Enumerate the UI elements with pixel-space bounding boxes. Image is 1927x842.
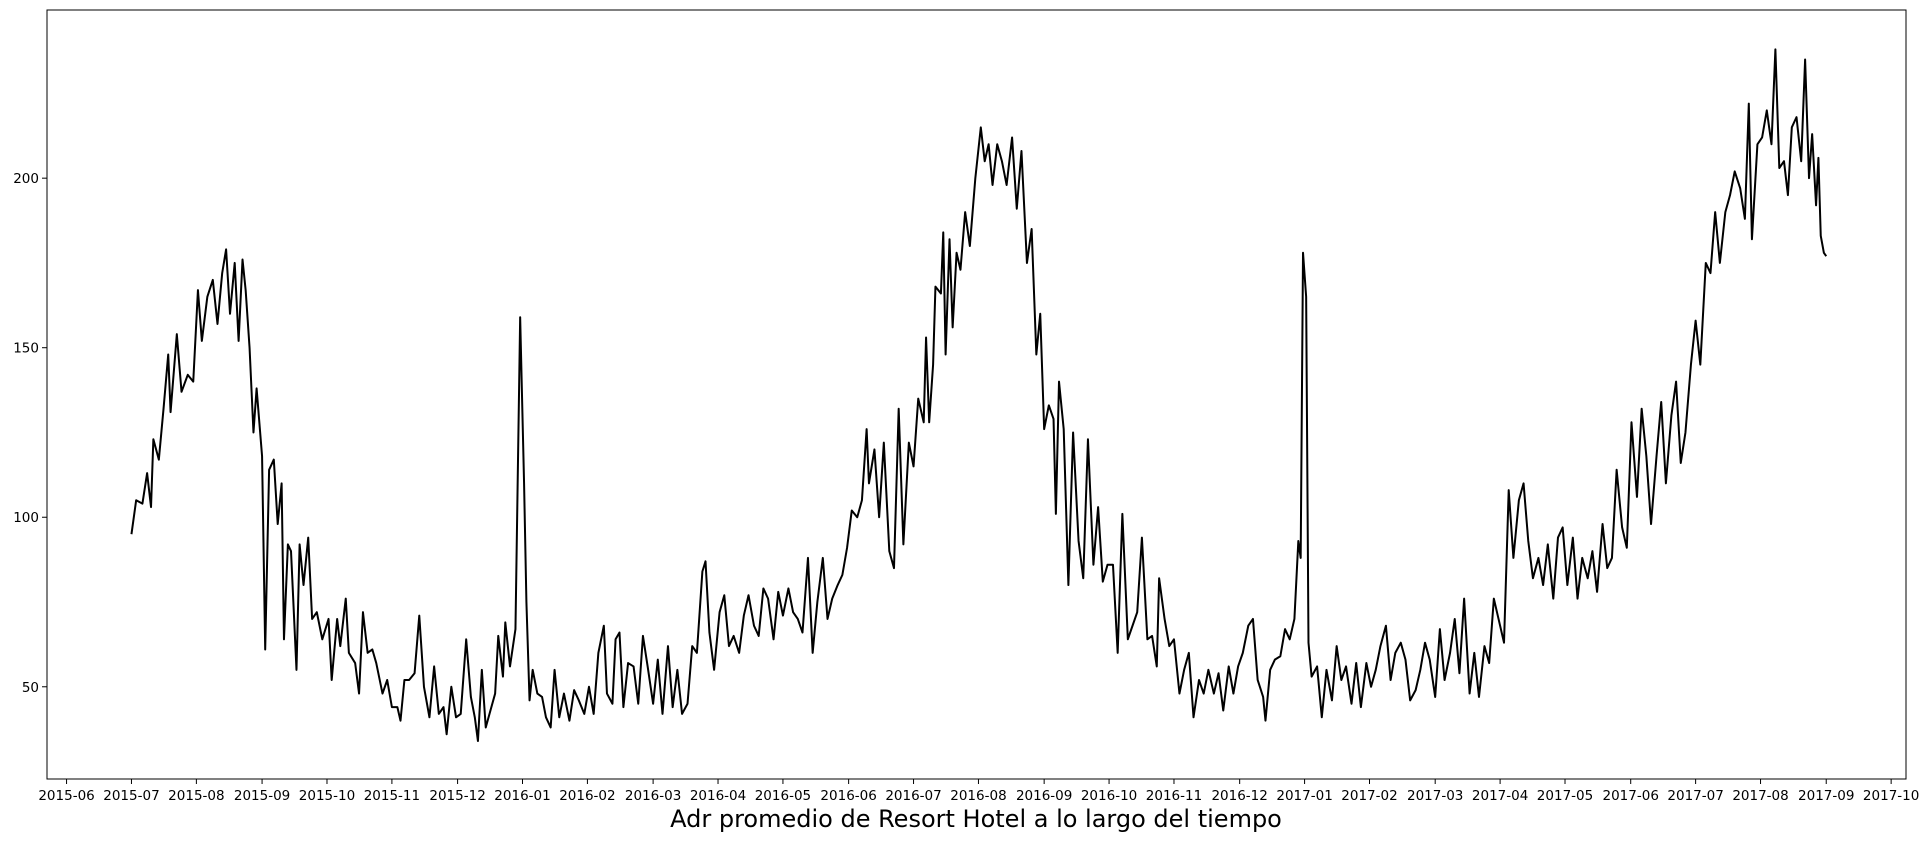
x-tick-label: 2017-06 <box>1603 788 1659 804</box>
x-tick-label: 2015-12 <box>429 788 485 804</box>
x-tick-label: 2015-09 <box>234 788 290 804</box>
x-tick-label: 2017-07 <box>1667 788 1723 804</box>
plot-frame <box>46 9 1907 780</box>
x-tick-label: 2017-04 <box>1472 788 1528 804</box>
x-tick-label: 2016-03 <box>625 788 681 804</box>
x-tick-label: 2017-08 <box>1732 788 1788 804</box>
x-tick-label: 2015-07 <box>103 788 159 804</box>
x-tick-label: 2016-11 <box>1146 788 1202 804</box>
x-tick-label: 2015-11 <box>364 788 420 804</box>
x-tick-label: 2015-08 <box>168 788 224 804</box>
x-tick-label: 2016-12 <box>1211 788 1267 804</box>
x-tick-label: 2017-01 <box>1276 788 1332 804</box>
x-tick-label: 2016-09 <box>1016 788 1072 804</box>
x-tick-label: 2017-09 <box>1798 788 1854 804</box>
x-tick-label: 2016-08 <box>950 788 1006 804</box>
x-tick-label: 2017-02 <box>1341 788 1397 804</box>
x-tick-label: 2016-05 <box>755 788 811 804</box>
x-tick-label: 2017-05 <box>1537 788 1593 804</box>
x-tick-label: 2016-07 <box>885 788 941 804</box>
y-tick-label: 100 <box>13 510 39 526</box>
y-tick-label: 200 <box>13 171 39 187</box>
x-tick-label: 2016-10 <box>1081 788 1137 804</box>
y-tick-label: 50 <box>22 680 39 696</box>
x-tick-label: 2016-06 <box>820 788 876 804</box>
x-tick-label: 2017-03 <box>1407 788 1463 804</box>
x-tick-label: 2016-02 <box>559 788 615 804</box>
data-line <box>130 48 1828 743</box>
x-tick-label: 2015-06 <box>38 788 94 804</box>
y-tick-label: 150 <box>13 341 39 357</box>
x-tick-label: 2016-04 <box>690 788 746 804</box>
x-tick-label: 2015-10 <box>299 788 355 804</box>
x-tick-label: 2016-01 <box>494 788 550 804</box>
x-tick-label: 2017-10 <box>1863 788 1919 804</box>
x-axis-label: Adr promedio de Resort Hotel a lo largo … <box>670 805 1282 833</box>
